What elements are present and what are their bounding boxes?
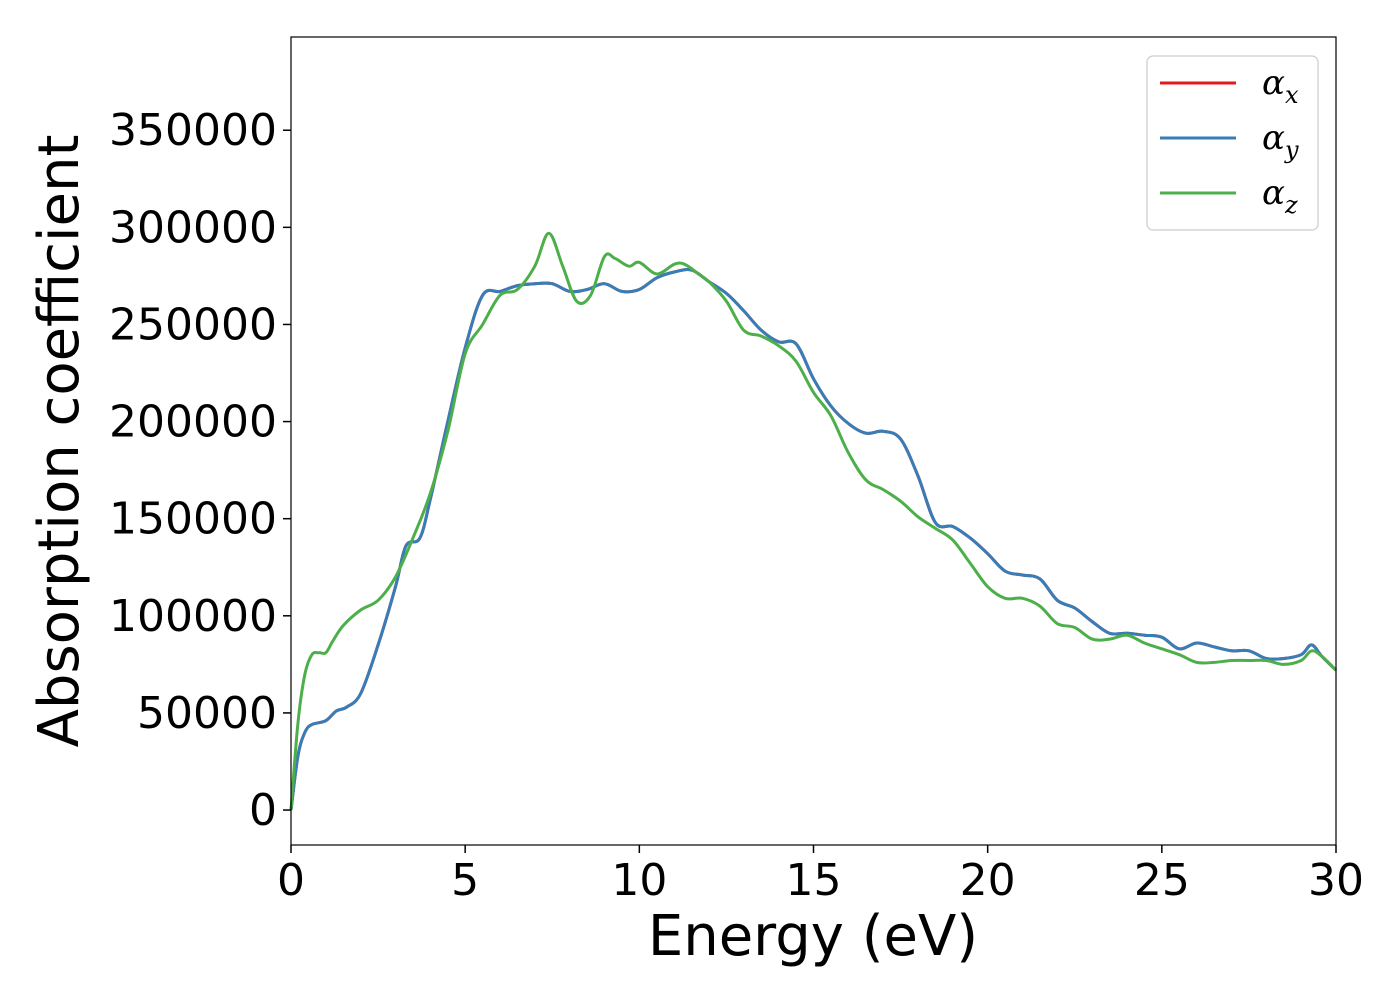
series-line-y bbox=[289, 268, 1338, 811]
legend-box bbox=[1146, 55, 1319, 231]
y-tick-label: 150000 bbox=[109, 494, 277, 545]
x-tick-label: 25 bbox=[1134, 855, 1190, 906]
series-line-x bbox=[289, 268, 1338, 811]
x-tick-label: 20 bbox=[960, 855, 1016, 906]
y-tick-label: 100000 bbox=[109, 591, 277, 642]
legend-subscript: x bbox=[1285, 81, 1299, 109]
x-tick-label: 5 bbox=[451, 855, 479, 906]
y-axis-title: Absorption coefficient bbox=[27, 135, 92, 748]
x-tick-label: 10 bbox=[611, 855, 667, 906]
y-tick-label: 0 bbox=[249, 785, 277, 836]
series-layer bbox=[289, 231, 1338, 811]
y-axis-ticks: 0 50000 100000 150000 200000 250000 300000 3500… bbox=[109, 105, 291, 836]
x-tick-label: 15 bbox=[786, 855, 842, 906]
y-tick-label: 50000 bbox=[137, 688, 277, 739]
y-tick-label: 350000 bbox=[109, 105, 277, 156]
legend-subscript: z bbox=[1284, 191, 1298, 219]
legend-label-y: αy bbox=[1262, 118, 1299, 164]
x-axis-ticks: 0 5 10 15 20 25 30 bbox=[277, 845, 1364, 906]
legend-subscript: y bbox=[1284, 136, 1299, 164]
x-axis-title: Energy (eV) bbox=[648, 904, 978, 969]
x-tick-label: 30 bbox=[1308, 855, 1364, 906]
series-line-z bbox=[289, 231, 1338, 811]
legend-label-x: αx bbox=[1262, 63, 1299, 109]
y-tick-label: 250000 bbox=[109, 299, 277, 350]
y-tick-label: 300000 bbox=[109, 202, 277, 253]
y-tick-label: 200000 bbox=[109, 397, 277, 448]
x-tick-label: 0 bbox=[277, 855, 305, 906]
